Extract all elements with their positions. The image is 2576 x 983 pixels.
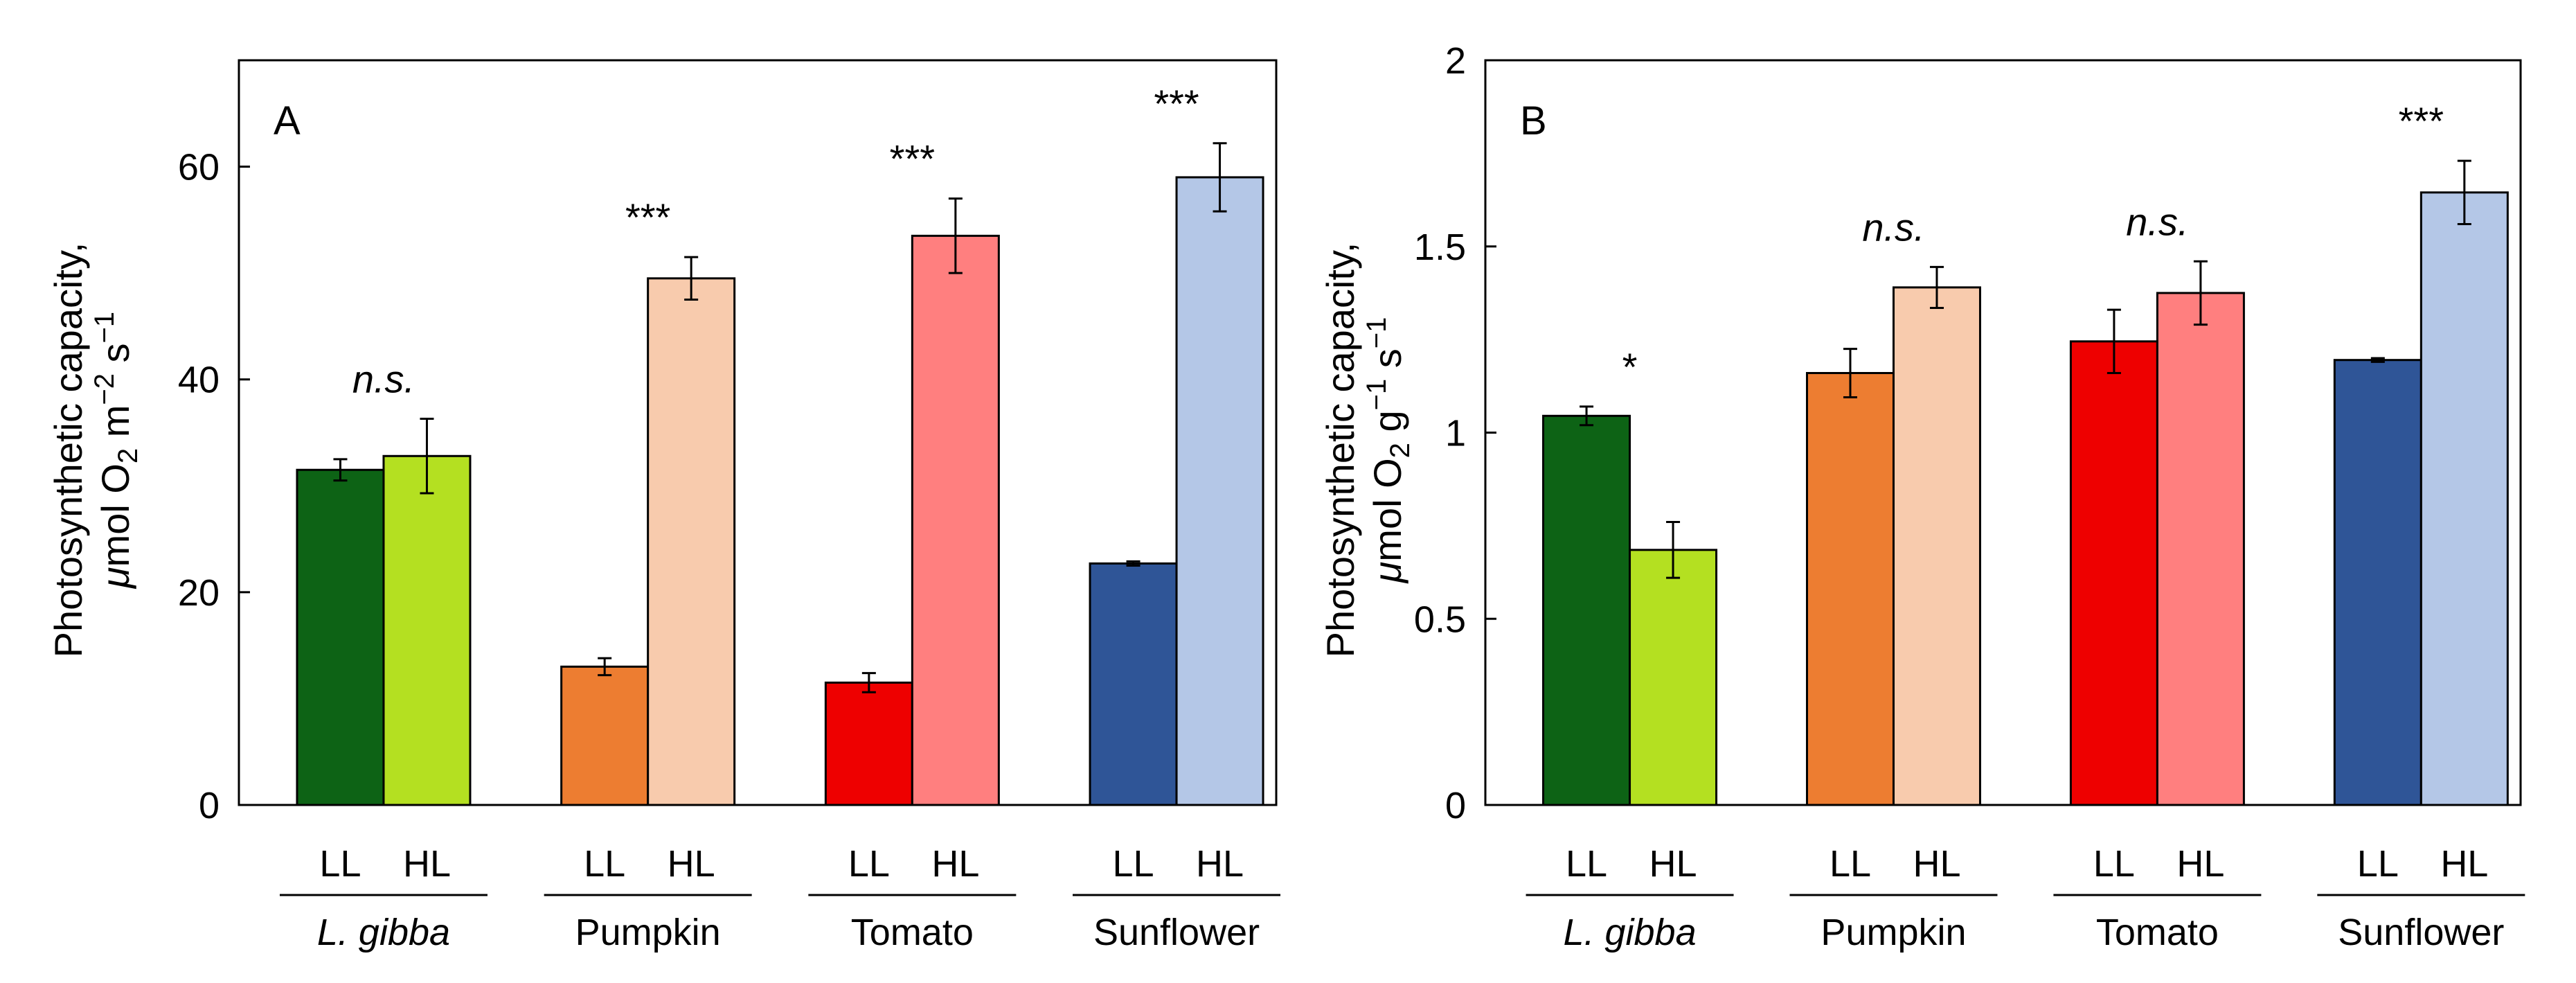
bar-label: LL [1113, 843, 1154, 885]
bar-hl [1175, 176, 1264, 806]
significance-label: *** [625, 195, 670, 239]
group-label: Sunflower [1093, 912, 1260, 953]
bar-hl [1629, 549, 1718, 806]
unit-text: s [1366, 348, 1409, 379]
unit-mu: μ [1366, 562, 1409, 585]
unit-subscript: 2 [1385, 443, 1415, 458]
significance-label: * [1622, 345, 1638, 389]
y-tick-label: 60 [178, 147, 220, 188]
bar-ll [296, 468, 385, 806]
bar-label: LL [1830, 843, 1871, 885]
y-tick-label: 2 [1445, 40, 1466, 82]
bar-label: LL [848, 843, 890, 885]
bar-ll [2069, 340, 2158, 806]
bar-hl [2156, 292, 2245, 806]
bar-ll [2333, 359, 2422, 806]
unit-text: mol O [93, 463, 137, 567]
bar-ll [824, 681, 913, 806]
unit-superscript: −1 [89, 312, 120, 344]
bar-hl [1892, 286, 1981, 806]
bar-hl [911, 234, 1000, 806]
bar-label: HL [1196, 843, 1244, 885]
bar-hl [2420, 191, 2509, 806]
plot-frame [238, 59, 1278, 806]
group-label: Sunflower [2338, 912, 2504, 953]
bar-label: LL [319, 843, 361, 885]
bar-ll [560, 665, 650, 806]
y-axis-title: Photosynthetic capacity, [46, 242, 90, 658]
unit-text: s [93, 343, 137, 373]
bar-ll [1805, 372, 1895, 806]
significance-label: *** [1154, 82, 1199, 125]
unit-text: mol O [1366, 458, 1409, 561]
group-label: L. gibba [317, 912, 450, 953]
unit-superscript: −2 [89, 373, 120, 405]
unit-superscript: −1 [1361, 379, 1392, 411]
group-label: Tomato [851, 912, 974, 953]
y-tick-label: 0.5 [1414, 599, 1466, 640]
group-label: L. gibba [1563, 912, 1696, 953]
bar-label: HL [668, 843, 715, 885]
significance-label: *** [890, 137, 935, 181]
bar-ll [1542, 414, 1631, 806]
y-axis-unit: μmol O2 m−2 s−1 [89, 312, 143, 590]
y-axis-unit: μmol O2 g−1 s−1 [1361, 317, 1415, 585]
bar-label: HL [403, 843, 451, 885]
bar-label: LL [2093, 843, 2135, 885]
bar-label: HL [2440, 843, 2488, 885]
significance-label: n.s. [352, 357, 415, 401]
y-tick-label: 1 [1445, 413, 1466, 454]
bar-ll [1089, 562, 1178, 806]
bar-label: LL [584, 843, 625, 885]
unit-subscript: 2 [113, 448, 143, 463]
significance-label: *** [2399, 99, 2444, 143]
bar-label: HL [1649, 843, 1697, 885]
y-tick-label: 0 [1445, 785, 1466, 826]
group-label: Pumpkin [575, 912, 721, 953]
bar-label: LL [1566, 843, 1607, 885]
bar-label: HL [2176, 843, 2224, 885]
panel-B: 0 0.5 1 1.5 2 B Photosynthetic capacity, μmol O… [1318, 40, 2525, 953]
bar-label: HL [931, 843, 979, 885]
group-label: Tomato [2096, 912, 2219, 953]
y-axis-title: Photosynthetic capacity, [1318, 242, 1362, 658]
unit-superscript: −1 [1361, 317, 1392, 349]
panel-letter: B [1520, 98, 1547, 143]
unit-mu: μ [93, 567, 137, 590]
bar-hl [647, 277, 736, 806]
panel-letter: A [274, 98, 301, 143]
y-tick-label: 20 [178, 572, 220, 614]
panel-A: 0 20 40 60 A Photosynthetic capacity, μmol O2 … [46, 59, 1281, 953]
unit-text: g [1366, 410, 1409, 443]
y-tick-label: 0 [199, 785, 220, 826]
bar-label: LL [2357, 843, 2399, 885]
unit-text: m [93, 405, 137, 448]
significance-label: n.s. [2126, 200, 2188, 243]
group-label: Pumpkin [1821, 912, 1966, 953]
y-tick-label: 40 [178, 360, 220, 401]
y-tick-label: 1.5 [1414, 227, 1466, 268]
bar-label: HL [1913, 843, 1960, 885]
significance-label: n.s. [1862, 205, 1924, 249]
bar-hl [382, 454, 472, 806]
